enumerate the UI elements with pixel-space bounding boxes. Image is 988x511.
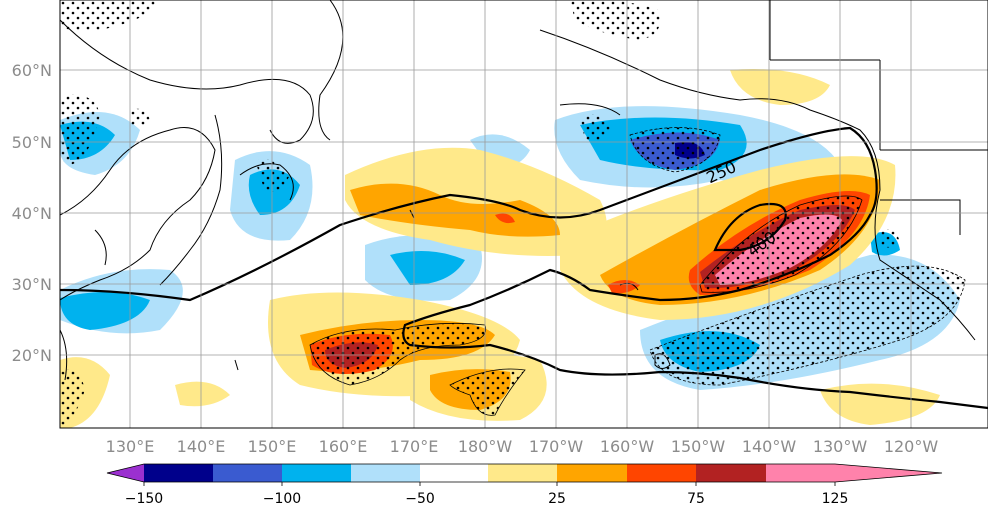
graticule [60, 0, 988, 428]
coastlines [60, 0, 988, 381]
colorbar-segment [213, 464, 282, 482]
colorbar-tick-label: 125 [822, 491, 849, 507]
colorbar-tick-label: −150 [125, 491, 163, 507]
lon-label: 180°W [458, 437, 513, 456]
lat-label: 20°N [12, 346, 52, 365]
colorbar-segment [627, 464, 696, 482]
colorbar-min-extension [107, 464, 144, 482]
colorbar-segment [766, 464, 835, 482]
lat-label: 30°N [12, 275, 52, 294]
colorbar-max-extension [835, 464, 942, 482]
colorbar-tick-label: −100 [263, 491, 301, 507]
colorbar-tick-label: 25 [548, 491, 566, 507]
lon-label: 120°W [884, 437, 939, 456]
colorbar-segment [282, 464, 351, 482]
colorbar-segment [696, 464, 766, 482]
lon-label: 150°E [248, 437, 297, 456]
colorbar: −150 −100 −50 25 75 125 [106, 463, 943, 507]
lon-label: 170°W [529, 437, 584, 456]
lon-label: 140°E [177, 437, 226, 456]
significance-outlines [309, 127, 966, 416]
lon-label: 170°E [390, 437, 439, 456]
lat-label: 50°N [12, 133, 52, 152]
map-panel: 250 400 [60, 0, 988, 428]
lat-label: 60°N [12, 61, 52, 80]
lon-label: 130°E [106, 437, 155, 456]
lon-label: 130°W [813, 437, 868, 456]
colorbar-tick-label: −50 [405, 491, 435, 507]
lat-label: 40°N [12, 204, 52, 223]
colorbar-segment [557, 464, 627, 482]
lon-label: 140°W [742, 437, 797, 456]
lon-label: 160°E [319, 437, 368, 456]
lon-label: 150°W [671, 437, 726, 456]
lon-label: 160°W [600, 437, 655, 456]
colorbar-segment [488, 464, 557, 482]
latitude-labels: 60°N 50°N 40°N 30°N 20°N [12, 61, 52, 365]
longitude-labels: 130°E 140°E 150°E 160°E 170°E 180°W 170°… [106, 437, 939, 456]
colorbar-segment [351, 464, 420, 482]
colorbar-segment [420, 464, 488, 482]
colorbar-tick-label: 75 [687, 491, 705, 507]
height-contours [60, 126, 988, 410]
map-frame [59, 0, 988, 429]
colorbar-segment [144, 464, 213, 482]
